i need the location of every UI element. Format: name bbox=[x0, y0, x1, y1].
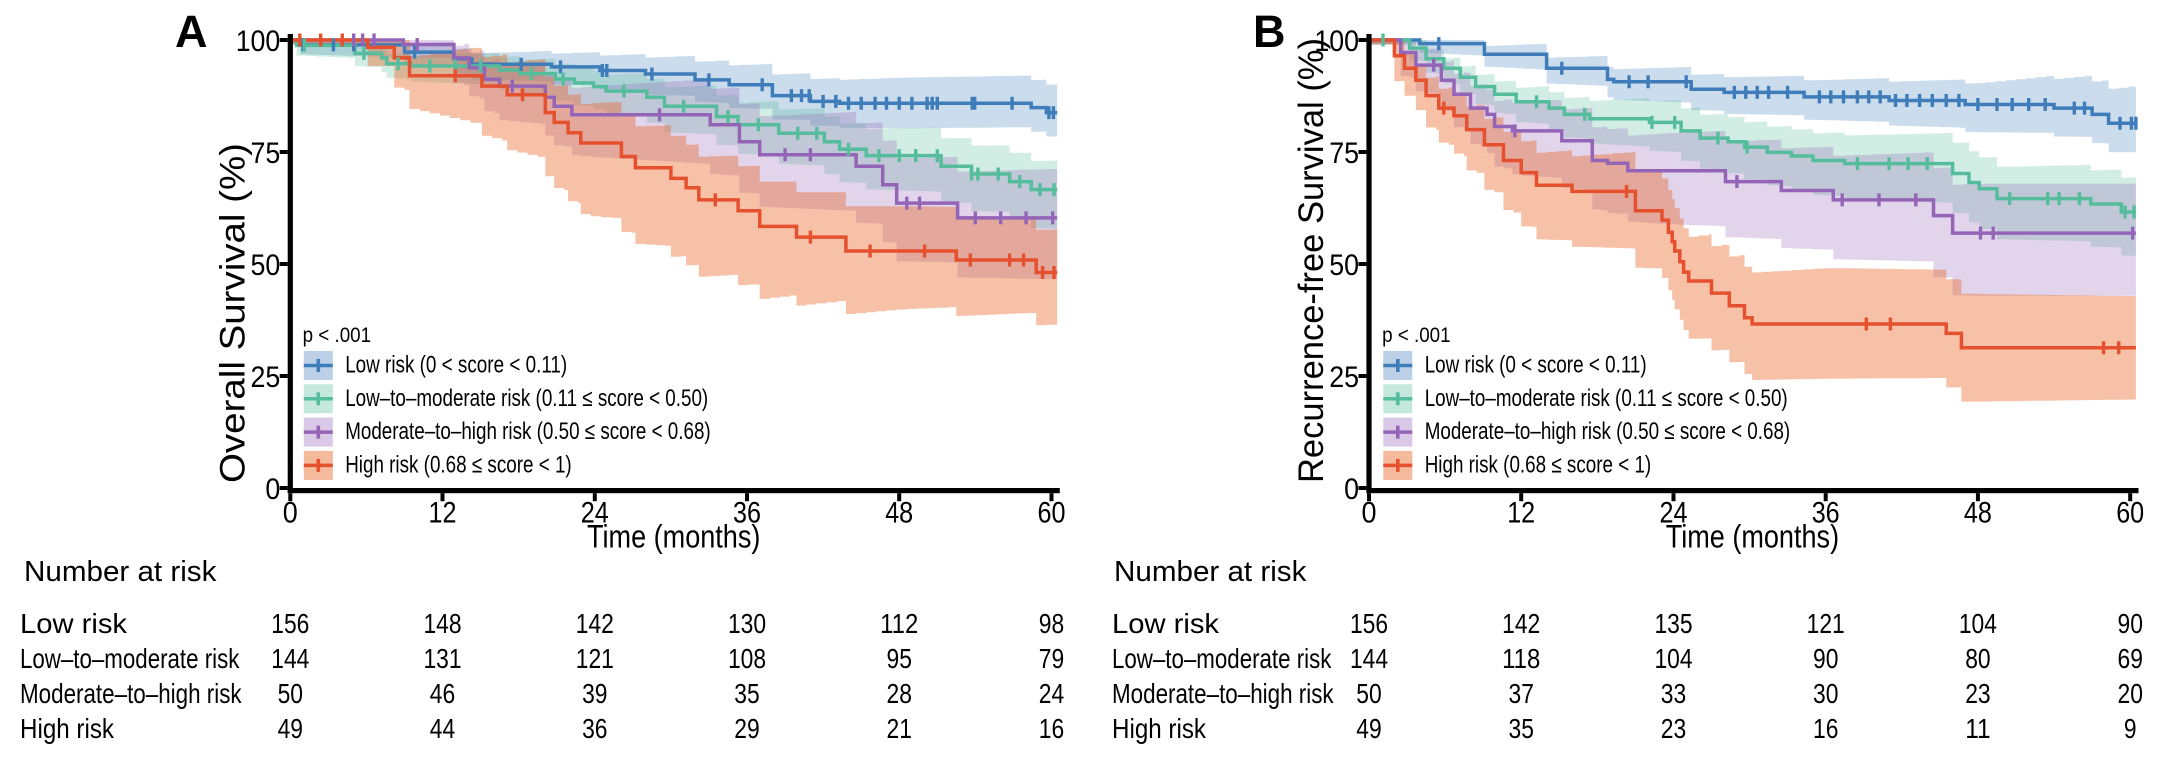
svg-text:50: 50 bbox=[278, 678, 303, 709]
svg-text:Low–to–moderate risk: Low–to–moderate risk bbox=[1112, 643, 1332, 674]
svg-text:Low–to–moderate risk: Low–to–moderate risk bbox=[20, 643, 240, 674]
svg-text:Moderate–to–high risk (0.50 ≤: Moderate–to–high risk (0.50 ≤ score < 0.… bbox=[345, 418, 711, 445]
svg-text:Low risk (0 < score < 0.11): Low risk (0 < score < 0.11) bbox=[345, 352, 567, 379]
svg-text:Low risk (0 < score < 0.11): Low risk (0 < score < 0.11) bbox=[1425, 352, 1647, 379]
svg-text:49: 49 bbox=[1356, 713, 1381, 744]
svg-text:Low risk: Low risk bbox=[1112, 608, 1220, 639]
svg-text:28: 28 bbox=[887, 678, 912, 709]
svg-text:90: 90 bbox=[1813, 643, 1838, 674]
svg-text:39: 39 bbox=[582, 678, 607, 709]
svg-text:High risk: High risk bbox=[1112, 713, 1207, 744]
svg-text:Low–to–moderate risk (0.11 ≤ s: Low–to–moderate risk (0.11 ≤ score < 0.5… bbox=[345, 385, 708, 412]
svg-text:20: 20 bbox=[2118, 678, 2143, 709]
svg-text:23: 23 bbox=[1661, 713, 1686, 744]
svg-text:A: A bbox=[175, 6, 208, 57]
svg-text:11: 11 bbox=[1965, 713, 1990, 744]
svg-text:Time (months): Time (months) bbox=[1666, 519, 1839, 555]
svg-text:98: 98 bbox=[1039, 608, 1064, 639]
svg-text:100: 100 bbox=[1314, 25, 1359, 58]
svg-text:142: 142 bbox=[1502, 608, 1540, 639]
svg-text:36: 36 bbox=[1812, 497, 1840, 530]
svg-text:131: 131 bbox=[423, 643, 461, 674]
svg-text:37: 37 bbox=[1509, 678, 1534, 709]
svg-text:135: 135 bbox=[1654, 608, 1692, 639]
svg-text:p < .001: p < .001 bbox=[303, 323, 372, 347]
svg-text:Recurrence-free Survival (%): Recurrence-free Survival (%) bbox=[1292, 38, 1331, 483]
svg-text:Low risk: Low risk bbox=[20, 608, 128, 639]
svg-text:36: 36 bbox=[733, 497, 761, 530]
svg-text:B: B bbox=[1253, 6, 1286, 57]
svg-text:69: 69 bbox=[2118, 643, 2143, 674]
svg-text:35: 35 bbox=[734, 678, 759, 709]
svg-text:23: 23 bbox=[1965, 678, 1990, 709]
svg-text:95: 95 bbox=[887, 643, 912, 674]
svg-text:24: 24 bbox=[1039, 678, 1064, 709]
svg-text:High risk (0.68 ≤ score < 1): High risk (0.68 ≤ score < 1) bbox=[345, 451, 572, 478]
svg-text:79: 79 bbox=[1039, 643, 1064, 674]
svg-text:9: 9 bbox=[2124, 713, 2137, 744]
svg-text:0: 0 bbox=[265, 473, 280, 506]
svg-text:12: 12 bbox=[429, 497, 457, 530]
svg-text:108: 108 bbox=[728, 643, 766, 674]
svg-text:48: 48 bbox=[885, 497, 913, 530]
svg-text:25: 25 bbox=[1329, 361, 1359, 394]
svg-text:90: 90 bbox=[2118, 608, 2143, 639]
svg-text:Time (months): Time (months) bbox=[587, 519, 760, 555]
svg-text:Moderate–to–high risk: Moderate–to–high risk bbox=[1112, 678, 1334, 709]
svg-text:130: 130 bbox=[728, 608, 766, 639]
svg-text:50: 50 bbox=[251, 249, 281, 282]
svg-text:104: 104 bbox=[1959, 608, 1997, 639]
svg-text:25: 25 bbox=[251, 361, 281, 394]
svg-text:21: 21 bbox=[887, 713, 912, 744]
svg-text:16: 16 bbox=[1039, 713, 1064, 744]
svg-text:75: 75 bbox=[1329, 137, 1359, 170]
svg-text:144: 144 bbox=[271, 643, 309, 674]
svg-text:36: 36 bbox=[582, 713, 607, 744]
svg-text:p < .001: p < .001 bbox=[1382, 323, 1451, 347]
svg-text:46: 46 bbox=[430, 678, 455, 709]
svg-text:118: 118 bbox=[1502, 643, 1540, 674]
svg-text:0: 0 bbox=[283, 497, 298, 530]
svg-text:Moderate–to–high risk (0.50 ≤: Moderate–to–high risk (0.50 ≤ score < 0.… bbox=[1425, 418, 1791, 445]
svg-text:30: 30 bbox=[1813, 678, 1838, 709]
svg-text:156: 156 bbox=[271, 608, 309, 639]
svg-text:12: 12 bbox=[1507, 497, 1535, 530]
svg-text:121: 121 bbox=[1807, 608, 1845, 639]
svg-text:100: 100 bbox=[236, 25, 281, 58]
svg-text:50: 50 bbox=[1329, 249, 1359, 282]
svg-text:104: 104 bbox=[1654, 643, 1692, 674]
svg-text:49: 49 bbox=[278, 713, 303, 744]
svg-text:0: 0 bbox=[1362, 497, 1377, 530]
svg-text:60: 60 bbox=[2116, 497, 2144, 530]
svg-text:121: 121 bbox=[576, 643, 614, 674]
svg-text:44: 44 bbox=[430, 713, 455, 744]
svg-text:24: 24 bbox=[581, 497, 609, 530]
svg-text:33: 33 bbox=[1661, 678, 1686, 709]
svg-text:High risk: High risk bbox=[20, 713, 115, 744]
svg-text:112: 112 bbox=[880, 608, 918, 639]
svg-text:16: 16 bbox=[1813, 713, 1838, 744]
svg-text:Number at risk: Number at risk bbox=[1114, 556, 1307, 588]
svg-text:75: 75 bbox=[251, 137, 281, 170]
svg-text:48: 48 bbox=[1964, 497, 1992, 530]
svg-text:80: 80 bbox=[1965, 643, 1990, 674]
svg-text:Moderate–to–high risk: Moderate–to–high risk bbox=[20, 678, 242, 709]
svg-text:Low–to–moderate risk (0.11 ≤ s: Low–to–moderate risk (0.11 ≤ score < 0.5… bbox=[1425, 385, 1788, 412]
svg-text:35: 35 bbox=[1509, 713, 1534, 744]
svg-text:156: 156 bbox=[1350, 608, 1388, 639]
svg-text:60: 60 bbox=[1038, 497, 1066, 530]
svg-text:144: 144 bbox=[1350, 643, 1388, 674]
svg-text:142: 142 bbox=[576, 608, 614, 639]
svg-text:148: 148 bbox=[423, 608, 461, 639]
svg-text:50: 50 bbox=[1356, 678, 1381, 709]
svg-text:29: 29 bbox=[734, 713, 759, 744]
svg-text:24: 24 bbox=[1660, 497, 1688, 530]
svg-text:High risk (0.68 ≤ score < 1): High risk (0.68 ≤ score < 1) bbox=[1425, 451, 1652, 478]
svg-text:0: 0 bbox=[1344, 473, 1359, 506]
svg-text:Overall Survival (%): Overall Survival (%) bbox=[213, 143, 252, 483]
svg-text:Number at risk: Number at risk bbox=[24, 556, 217, 588]
